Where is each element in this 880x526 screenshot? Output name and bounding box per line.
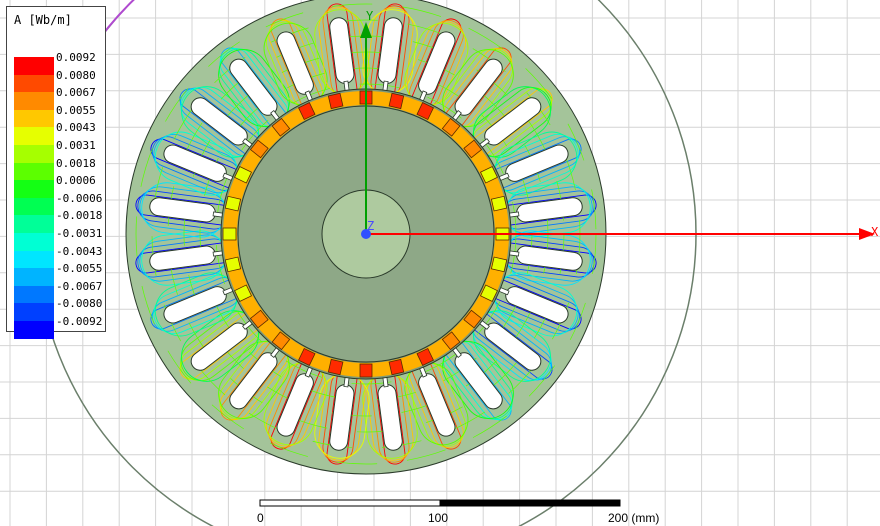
legend-level: -0.0067 [56, 279, 103, 293]
rotor-magnet [388, 92, 405, 110]
rotor-magnet [224, 195, 242, 212]
legend-swatch [14, 180, 54, 199]
stator-slot [149, 197, 224, 223]
legend-level: -0.0006 [56, 191, 103, 205]
rotor-magnet [490, 195, 508, 212]
x-axis-arrow-icon [859, 228, 875, 240]
legend-swatch [14, 197, 54, 216]
scale-label-100: 100 [428, 511, 449, 525]
stator-slot [329, 376, 355, 451]
stator-slot [163, 286, 235, 324]
stator-slot [276, 365, 314, 437]
legend-level: -0.0080 [56, 297, 103, 311]
rotor-magnet [388, 358, 405, 376]
stator-slot [497, 286, 569, 324]
stator-slot [497, 144, 569, 182]
rotor-magnet [224, 256, 242, 273]
legend-swatch [14, 303, 54, 322]
rotor-magnet [298, 347, 316, 366]
rotor-magnet [234, 284, 253, 302]
legend-swatch [14, 57, 54, 75]
legend-swatch [14, 321, 54, 339]
stator-slot [229, 58, 281, 122]
rotor-magnet [327, 358, 344, 376]
legend-swatch [14, 74, 54, 93]
stator-slot [276, 31, 314, 103]
rotor-magnet [298, 102, 316, 121]
legend-swatch [14, 233, 54, 251]
scale-bar [259, 499, 621, 507]
stator-slot [478, 319, 542, 371]
rotor-magnet [234, 166, 253, 184]
legend-swatch [14, 109, 54, 128]
legend-level: -0.0018 [56, 209, 103, 223]
stator-slot [377, 17, 403, 92]
stator-slot [508, 197, 583, 223]
legend-level: -0.0031 [56, 227, 103, 240]
legend-swatch [14, 268, 54, 287]
legend-level: -0.0092 [56, 315, 103, 328]
legend-swatch [14, 250, 54, 269]
stator-slot [478, 97, 542, 149]
stator-slot [190, 97, 254, 149]
rotor-magnet [249, 139, 269, 159]
scale-label-0: 0 [257, 511, 264, 525]
stator-slot [163, 144, 235, 182]
field-legend[interactable]: A [Wb/m] 0.0092 0.0080 0.0067 0.0055 0.0043 0… [6, 6, 106, 339]
rotor-magnet [441, 117, 461, 137]
rotor-magnet [479, 284, 498, 302]
x-axis-label: X [871, 225, 879, 239]
rotor-magnet [271, 331, 291, 351]
legend-title: A [Wb/m] [14, 13, 72, 27]
rotor-magnet [359, 363, 373, 378]
legend-swatch [14, 285, 54, 304]
rotor-magnet [271, 117, 291, 137]
legend-swatch [14, 145, 54, 163]
rotor-magnet [416, 347, 434, 366]
legend-level: 0.0067 [56, 86, 96, 100]
legend-level: 0.0092 [56, 51, 96, 64]
rotor-magnet [249, 309, 269, 329]
legend-level: 0.0055 [56, 103, 96, 117]
legend-swatch [14, 127, 54, 146]
stator-slot [329, 17, 355, 92]
legend-level: 0.0006 [56, 174, 96, 188]
legend-swatch [14, 215, 54, 234]
rotor-magnet [479, 166, 498, 184]
stator-slots [149, 17, 583, 451]
rotor-magnet [490, 256, 508, 273]
stator-slot [190, 319, 254, 371]
rotor-magnet [463, 309, 483, 329]
legend-swatch [14, 92, 54, 111]
origin-marker [361, 229, 371, 239]
legend-level: 0.0043 [56, 121, 96, 135]
scale-label-200: 200 (mm) [608, 511, 660, 525]
rotor-magnet [416, 102, 434, 121]
stator-slot [377, 376, 403, 451]
stator-slot [451, 58, 503, 122]
z-axis-label: Z [367, 219, 374, 233]
y-axis-label: Y [366, 9, 374, 23]
stator-slot [418, 31, 456, 103]
slot-contour-group [404, 18, 469, 110]
legend-level: -0.0043 [56, 244, 103, 258]
legend-level: 0.0018 [56, 156, 96, 170]
rotor-magnet [463, 139, 483, 159]
rotor-magnet [327, 92, 344, 110]
y-axis-arrow-icon [360, 22, 372, 38]
legend-level: -0.0055 [56, 262, 103, 276]
legend-level: 0.0031 [56, 139, 96, 152]
rotor-magnet [441, 331, 461, 351]
rotor-magnet [222, 227, 237, 241]
stator-slot [418, 365, 456, 437]
legend-swatch [14, 162, 54, 181]
legend-level: 0.0080 [56, 68, 96, 82]
